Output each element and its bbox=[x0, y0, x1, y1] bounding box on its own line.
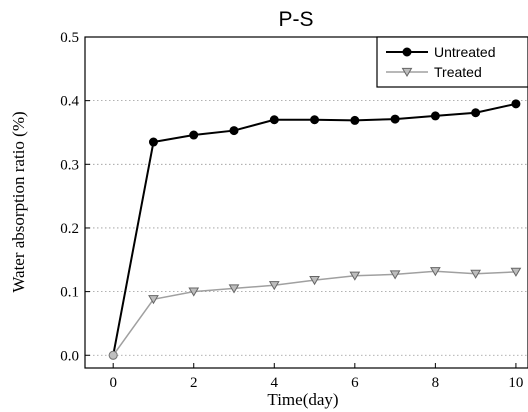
legend-marker bbox=[401, 67, 413, 78]
data-point bbox=[189, 130, 199, 140]
data-point bbox=[268, 281, 280, 291]
y-tick-label: 0.0 bbox=[60, 348, 79, 364]
y-tick-label: 0.5 bbox=[60, 30, 79, 46]
data-point bbox=[471, 108, 481, 118]
legend-label: Treated bbox=[434, 64, 482, 80]
x-tick-label: 8 bbox=[432, 375, 440, 391]
series-layer bbox=[108, 99, 522, 360]
y-axis-label: Water absorption ratio (%) bbox=[9, 111, 28, 292]
x-axis-label: Time(day) bbox=[267, 390, 338, 409]
x-tick-label: 2 bbox=[190, 375, 198, 391]
y-tick-label: 0.1 bbox=[60, 285, 79, 301]
series-treated bbox=[108, 267, 522, 360]
x-tick-label: 0 bbox=[109, 375, 117, 391]
legend-item-untreated: Untreated bbox=[386, 44, 495, 60]
legend-label: Untreated bbox=[434, 44, 495, 60]
data-point bbox=[470, 269, 482, 279]
data-point bbox=[510, 267, 522, 277]
y-axis: 0.0 0.1 0.2 0.3 0.4 0.5 bbox=[60, 30, 90, 364]
data-point bbox=[229, 126, 239, 136]
y-tick-label: 0.2 bbox=[60, 221, 79, 237]
data-point bbox=[269, 115, 279, 125]
data-point bbox=[108, 350, 118, 360]
data-point bbox=[389, 270, 401, 280]
data-point bbox=[188, 287, 200, 297]
series-untreated bbox=[108, 99, 521, 360]
chart-title: P-S bbox=[278, 8, 313, 31]
data-point bbox=[390, 114, 400, 124]
data-point bbox=[429, 267, 441, 277]
legend: Untreated Treated bbox=[376, 36, 528, 88]
data-point bbox=[310, 115, 320, 125]
y-tick-label: 0.4 bbox=[60, 94, 79, 110]
data-point bbox=[349, 271, 361, 281]
legend-item-treated: Treated bbox=[386, 64, 482, 80]
data-point bbox=[148, 295, 159, 305]
x-tick-label: 4 bbox=[271, 375, 279, 391]
data-point bbox=[228, 284, 240, 294]
legend-box bbox=[376, 36, 528, 88]
x-axis: 0 2 4 6 8 10 bbox=[109, 363, 523, 391]
grid bbox=[85, 100, 528, 356]
data-point bbox=[148, 137, 158, 147]
y-tick-label: 0.3 bbox=[60, 157, 79, 173]
series-line bbox=[112, 102, 517, 356]
legend-marker bbox=[402, 47, 412, 57]
x-tick-label: 6 bbox=[351, 375, 359, 391]
data-point bbox=[430, 111, 440, 121]
data-point bbox=[350, 115, 360, 125]
data-point bbox=[511, 99, 521, 109]
plot-frame bbox=[84, 36, 528, 369]
data-point bbox=[309, 276, 320, 286]
x-tick-label: 10 bbox=[508, 375, 523, 391]
